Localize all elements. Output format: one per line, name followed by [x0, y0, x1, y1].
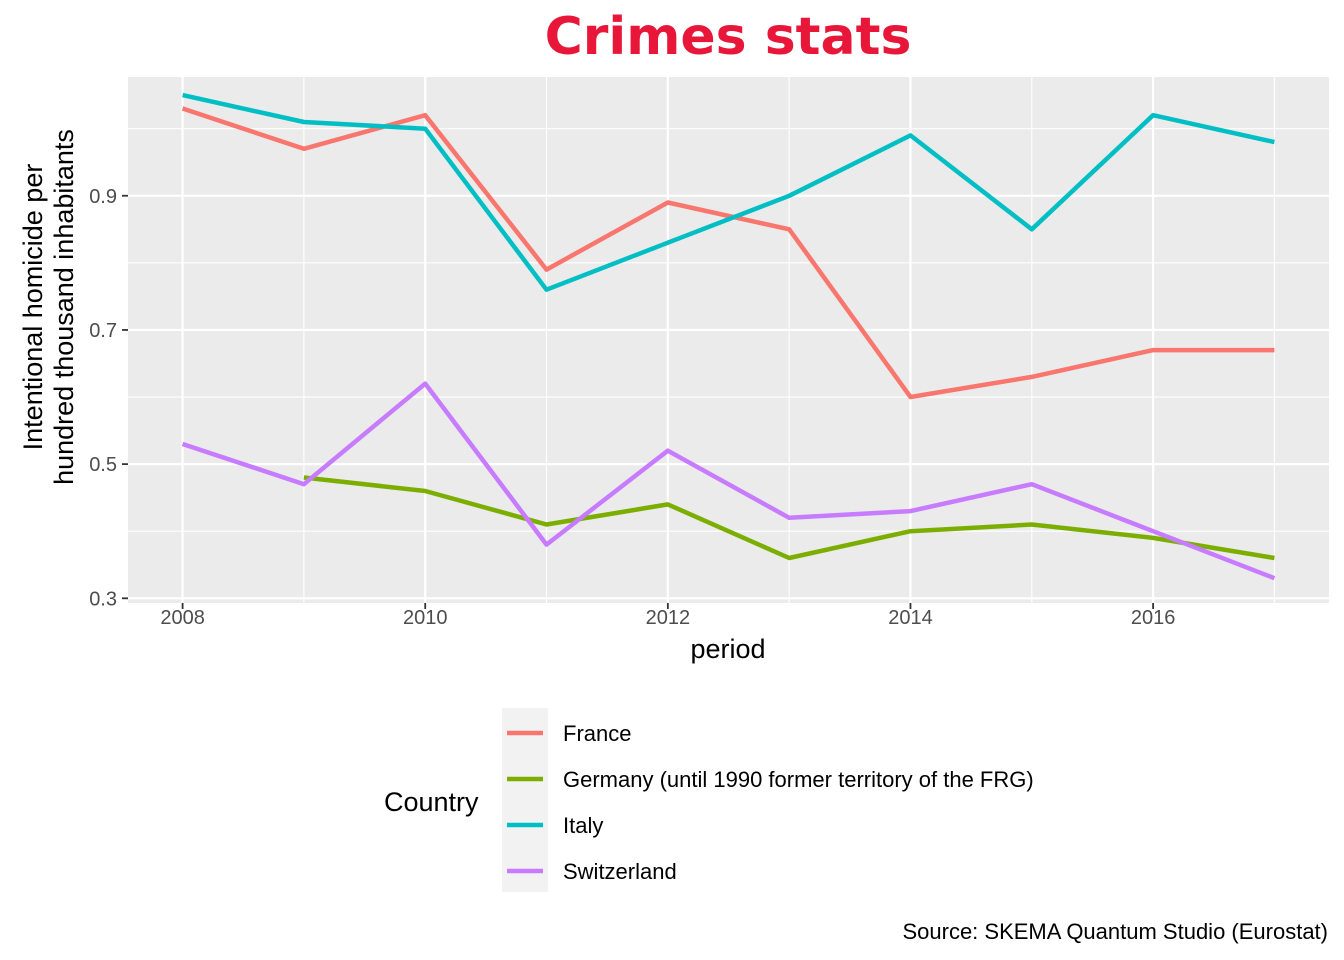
- x-tick-label: 2014: [888, 607, 933, 629]
- legend: Country France Germany (until 1990 former…: [384, 708, 1034, 892]
- x-tick-label: 2016: [1131, 607, 1176, 629]
- x-tick-label: 2008: [160, 607, 205, 629]
- legend-label-switzerland: Switzerland: [563, 859, 677, 884]
- legend-key-background: [502, 708, 548, 892]
- x-tick-label: 2012: [646, 607, 691, 629]
- x-axis: 2008 2010 2012 2014 2016: [160, 603, 1175, 629]
- major-gridlines: [128, 77, 1329, 603]
- y-axis-title-line-2: hundred thousand inhabitants: [49, 129, 79, 485]
- y-tick-label: 0.5: [89, 454, 117, 476]
- x-axis-title: period: [690, 634, 765, 664]
- y-axis-title: Intentional homicide per hundred thousan…: [18, 129, 79, 485]
- series-lines: [181, 92, 1276, 581]
- series-line-germany: [303, 475, 1275, 561]
- chart-caption: Source: SKEMA Quantum Studio (Eurostat): [902, 919, 1328, 944]
- series-line-switzerland: [181, 381, 1276, 581]
- series-line-italy: [182, 92, 1275, 292]
- plot-panel: [128, 77, 1329, 603]
- y-tick-label: 0.3: [89, 588, 117, 610]
- x-tick-label: 2010: [403, 607, 448, 629]
- chart-title: Crimes stats: [545, 7, 912, 67]
- legend-title: Country: [384, 787, 479, 817]
- y-axis-title-line-1: Intentional homicide per: [18, 164, 48, 451]
- y-tick-label: 0.9: [89, 186, 117, 208]
- legend-label-italy: Italy: [563, 813, 603, 838]
- y-axis: 0.3 0.5 0.7 0.9: [89, 186, 128, 610]
- y-tick-label: 0.7: [89, 320, 117, 342]
- legend-items: France Germany (until 1990 former territo…: [507, 721, 1034, 884]
- legend-label-france: France: [563, 721, 631, 746]
- series-line-france: [181, 106, 1275, 400]
- legend-label-germany: Germany (until 1990 former territory of …: [563, 767, 1034, 792]
